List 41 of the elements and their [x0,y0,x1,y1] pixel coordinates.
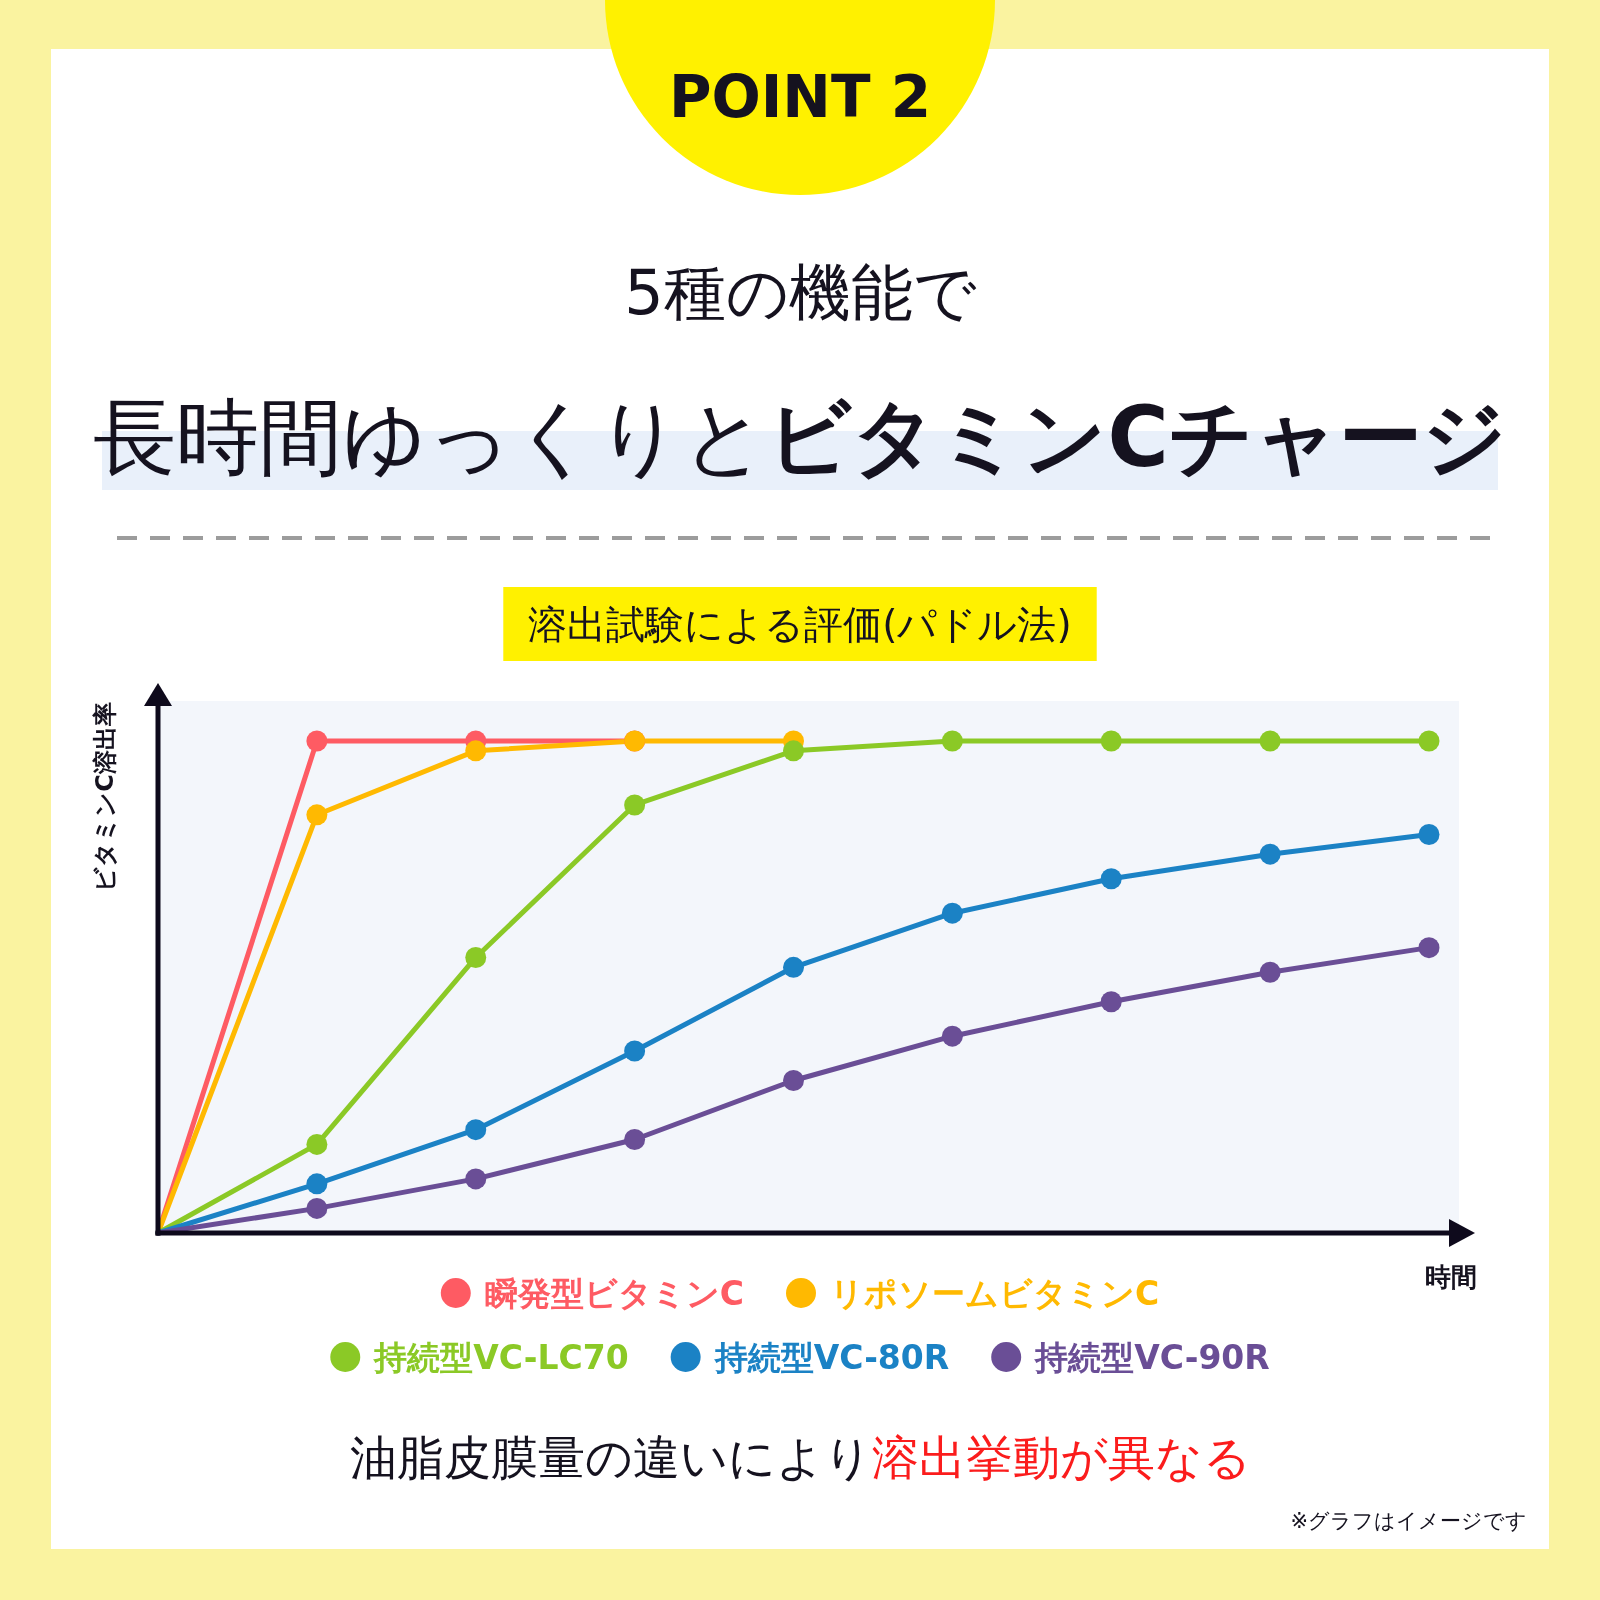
point [1100,868,1122,890]
point [783,740,804,762]
point [783,1069,804,1091]
point [465,946,487,968]
point [783,956,804,978]
point [624,794,646,816]
point [941,730,963,752]
chart-subtitle: 5種の機能で [624,256,977,329]
text: 油脂皮膜量の違いにより [349,1430,872,1485]
y-axis-title: ビタミンC溶出率 [91,702,119,892]
point [941,1025,963,1047]
point [306,1133,328,1155]
chart-title: 長時間ゆっくりとビタミンCチャージ [93,389,1507,486]
point [1100,730,1122,752]
point [1259,843,1281,865]
point [465,1119,487,1141]
point [306,730,328,752]
point [624,1129,646,1151]
x-axis-title: 時間 [1425,1262,1477,1292]
legend-label: リポソームビタミンC [830,1274,1160,1313]
point [1418,730,1440,752]
point [624,1040,646,1062]
text: POINT 2 [668,63,932,131]
point [1418,823,1440,845]
text: 溶出試験による評価(パドル法) [528,602,1072,647]
point [1418,937,1440,959]
point [1100,991,1122,1013]
legend-label: 瞬発型ビタミンC [484,1274,744,1313]
point [465,740,487,762]
text: ※グラフはイメージです [1290,1509,1527,1533]
legend-label: 持続型VC-90R [1034,1338,1270,1377]
point [1259,961,1281,983]
legend-label: 持続型VC-LC70 [373,1338,629,1377]
point [941,902,963,924]
point [1259,730,1281,752]
point [465,1168,487,1190]
point [306,1173,328,1195]
point [306,804,328,826]
legend-label: 持続型VC-80R [713,1338,950,1377]
point [306,1197,328,1219]
text: 溶出挙動が異なる [871,1430,1251,1485]
